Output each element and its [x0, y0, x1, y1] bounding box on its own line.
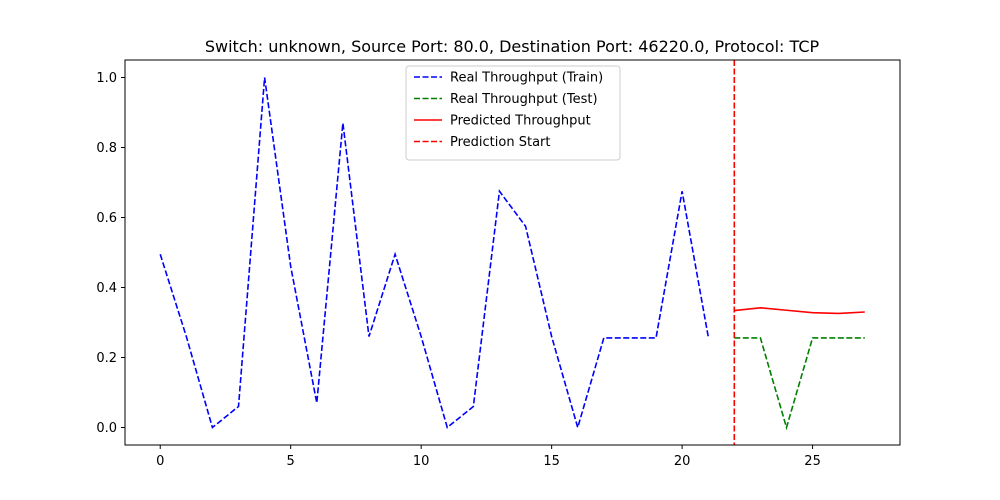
legend-label: Real Throughput (Train) [450, 71, 603, 86]
y-tick-label: 0.0 [96, 421, 117, 436]
plot-lines [159, 60, 865, 445]
x-axis: 0 5 10 15 20 25 [156, 445, 821, 469]
chart-title: Switch: unknown, Source Port: 80.0, Dest… [205, 37, 820, 56]
x-tick-label: 20 [674, 454, 691, 469]
y-axis: 0.0 0.2 0.4 0.6 0.8 1.0 [96, 71, 125, 436]
series-line-predicted-throughput [734, 306, 865, 315]
x-tick-label: 25 [804, 454, 821, 469]
plot-frame [124, 59, 901, 446]
y-tick-label: 0.6 [96, 211, 117, 226]
x-tick-label: 10 [413, 454, 430, 469]
y-tick-label: 1.0 [96, 71, 117, 86]
legend-label: Predicted Throughput [450, 114, 591, 129]
legend: Real Throughput (Train) Real Throughput (… [405, 65, 621, 161]
x-tick-label: 0 [156, 454, 164, 469]
x-tick-label: 15 [543, 454, 560, 469]
y-tick-label: 0.2 [96, 351, 117, 366]
x-tick-label: 5 [287, 454, 295, 469]
y-tick-label: 0.8 [96, 141, 117, 156]
y-tick-label: 0.4 [96, 281, 117, 296]
series-line-real-throughput-test [734, 337, 865, 431]
legend-box [405, 65, 621, 161]
legend-label: Real Throughput (Test) [450, 92, 598, 107]
legend-label: Prediction Start [450, 135, 550, 150]
series-line-real-throughput-train [159, 77, 709, 431]
